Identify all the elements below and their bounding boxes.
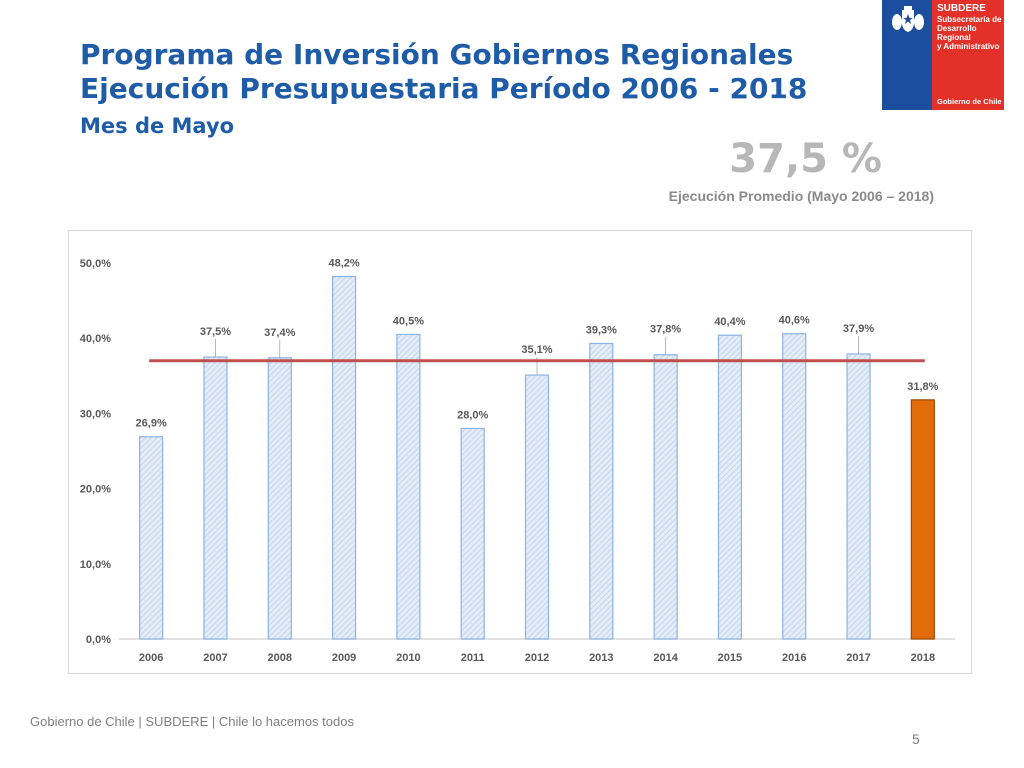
- bar-2010: [396, 333, 421, 640]
- data-label: 35,1%: [521, 344, 552, 356]
- data-label: 37,4%: [264, 327, 295, 339]
- y-tick-label: 30,0%: [80, 408, 111, 420]
- chart-container: 0,0% 10,0% 20,0% 30,0% 40,0% 50,0% 26,9% 2006 37…: [68, 230, 972, 674]
- logo-blue-panel: [882, 0, 932, 110]
- logo-org-line-1: Subsecretaría de: [937, 15, 1002, 24]
- page-title-line-2: Ejecución Presupuestaria Período 2006 - …: [80, 72, 808, 105]
- x-tick-label: 2018: [911, 652, 935, 664]
- page-number: 5: [912, 731, 920, 747]
- logo-org-text: SUBDERE Subsecretaría de Desarrollo Regi…: [937, 3, 1004, 52]
- bar-chart: 0,0% 10,0% 20,0% 30,0% 40,0% 50,0% 26,9% 2006 37…: [80, 258, 955, 664]
- logo-org-name: SUBDERE: [937, 3, 986, 14]
- bar-2017: [846, 353, 871, 640]
- page-subtitle: Mes de Mayo: [80, 114, 235, 138]
- subdere-logo: SUBDERE Subsecretaría de Desarrollo Regi…: [882, 0, 1004, 110]
- y-tick-label: 10,0%: [80, 559, 111, 571]
- bar-2006: [139, 436, 164, 640]
- bar-2007: [203, 356, 228, 640]
- bar-2013: [589, 342, 614, 640]
- data-label: 31,8%: [907, 381, 938, 393]
- bar-2014: [653, 354, 678, 640]
- logo-government: Gobierno de Chile: [937, 97, 1002, 106]
- data-label: 37,8%: [650, 324, 681, 336]
- bar-2016: [782, 333, 807, 640]
- data-label: 40,6%: [779, 315, 810, 327]
- data-label: 37,5%: [200, 326, 231, 338]
- logo-org-line-2: Desarrollo Regional: [937, 24, 977, 42]
- data-label: 40,5%: [393, 315, 424, 327]
- title-block: Programa de Inversión Gobiernos Regional…: [80, 38, 807, 138]
- x-tick-label: 2008: [268, 652, 292, 664]
- y-tick-label: 0,0%: [86, 634, 111, 646]
- footer-text: Gobierno de Chile | SUBDERE | Chile lo h…: [30, 714, 354, 729]
- x-tick-label: 2014: [653, 652, 678, 664]
- y-tick-label: 20,0%: [80, 484, 111, 496]
- x-tick-label: 2009: [332, 652, 356, 664]
- x-tick-label: 2017: [846, 652, 870, 664]
- x-tick-label: 2006: [139, 652, 163, 664]
- x-tick-label: 2007: [203, 652, 227, 664]
- bar-2009: [331, 275, 357, 640]
- data-label: 28,0%: [457, 409, 488, 421]
- data-label: 26,9%: [136, 418, 167, 430]
- x-tick-label: 2016: [782, 652, 806, 664]
- data-label: 48,2%: [328, 258, 359, 270]
- data-label: 40,4%: [714, 316, 745, 328]
- bar-2015: [717, 334, 743, 640]
- bar-2012: [524, 374, 550, 640]
- average-value: 37,5 %: [729, 136, 882, 182]
- y-tick-label: 40,0%: [80, 333, 111, 345]
- y-tick-label: 50,0%: [80, 258, 111, 270]
- coat-of-arms-icon: [892, 6, 924, 32]
- data-label: 37,9%: [843, 323, 874, 335]
- logo-red-panel: SUBDERE Subsecretaría de Desarrollo Regi…: [932, 0, 1004, 110]
- page-title-line-1: Programa de Inversión Gobiernos Regional…: [80, 38, 794, 71]
- bar-2018: [910, 399, 935, 640]
- x-tick-label: 2015: [718, 652, 742, 664]
- x-tick-label: 2011: [461, 652, 485, 664]
- bar-2011: [460, 427, 485, 640]
- bar-2008: [267, 357, 292, 640]
- data-label: 39,3%: [586, 324, 617, 336]
- logo-org-line-3: y Administrativo: [937, 42, 1000, 51]
- x-tick-label: 2012: [525, 652, 549, 664]
- average-caption: Ejecución Promedio (Mayo 2006 – 2018): [668, 188, 934, 204]
- x-tick-label: 2010: [396, 652, 420, 664]
- x-tick-label: 2013: [589, 652, 613, 664]
